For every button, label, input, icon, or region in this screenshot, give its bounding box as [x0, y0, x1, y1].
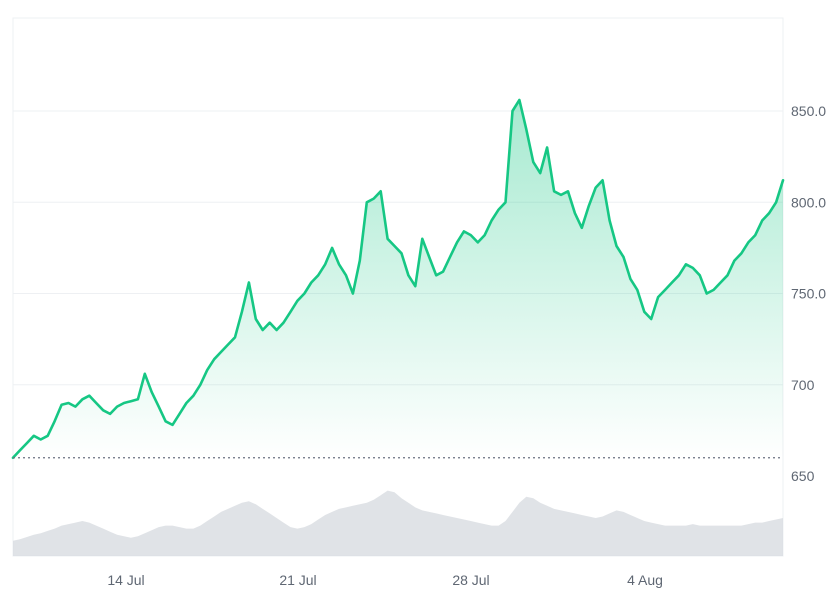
x-tick-label: 14 Jul: [107, 572, 144, 588]
volume-series: [13, 490, 783, 556]
price-line: [11, 98, 785, 460]
price-area-fill: [13, 100, 783, 458]
y-axis-ticks: 650 700 750.0 800.0 850.0: [791, 103, 826, 484]
x-tick-label: 28 Jul: [452, 572, 489, 588]
y-tick-label: 700: [791, 377, 815, 393]
y-tick-label: 850.0: [791, 103, 826, 119]
price-series-line: [11, 98, 785, 460]
y-tick-label: 650: [791, 468, 815, 484]
volume-area: [13, 490, 783, 556]
y-tick-label: 800.0: [791, 194, 826, 210]
price-area: [13, 100, 783, 458]
x-tick-label: 4 Aug: [627, 572, 663, 588]
x-axis-ticks: 14 Jul 21 Jul 28 Jul 4 Aug: [107, 572, 663, 588]
x-tick-label: 21 Jul: [279, 572, 316, 588]
y-tick-label: 750.0: [791, 286, 826, 302]
